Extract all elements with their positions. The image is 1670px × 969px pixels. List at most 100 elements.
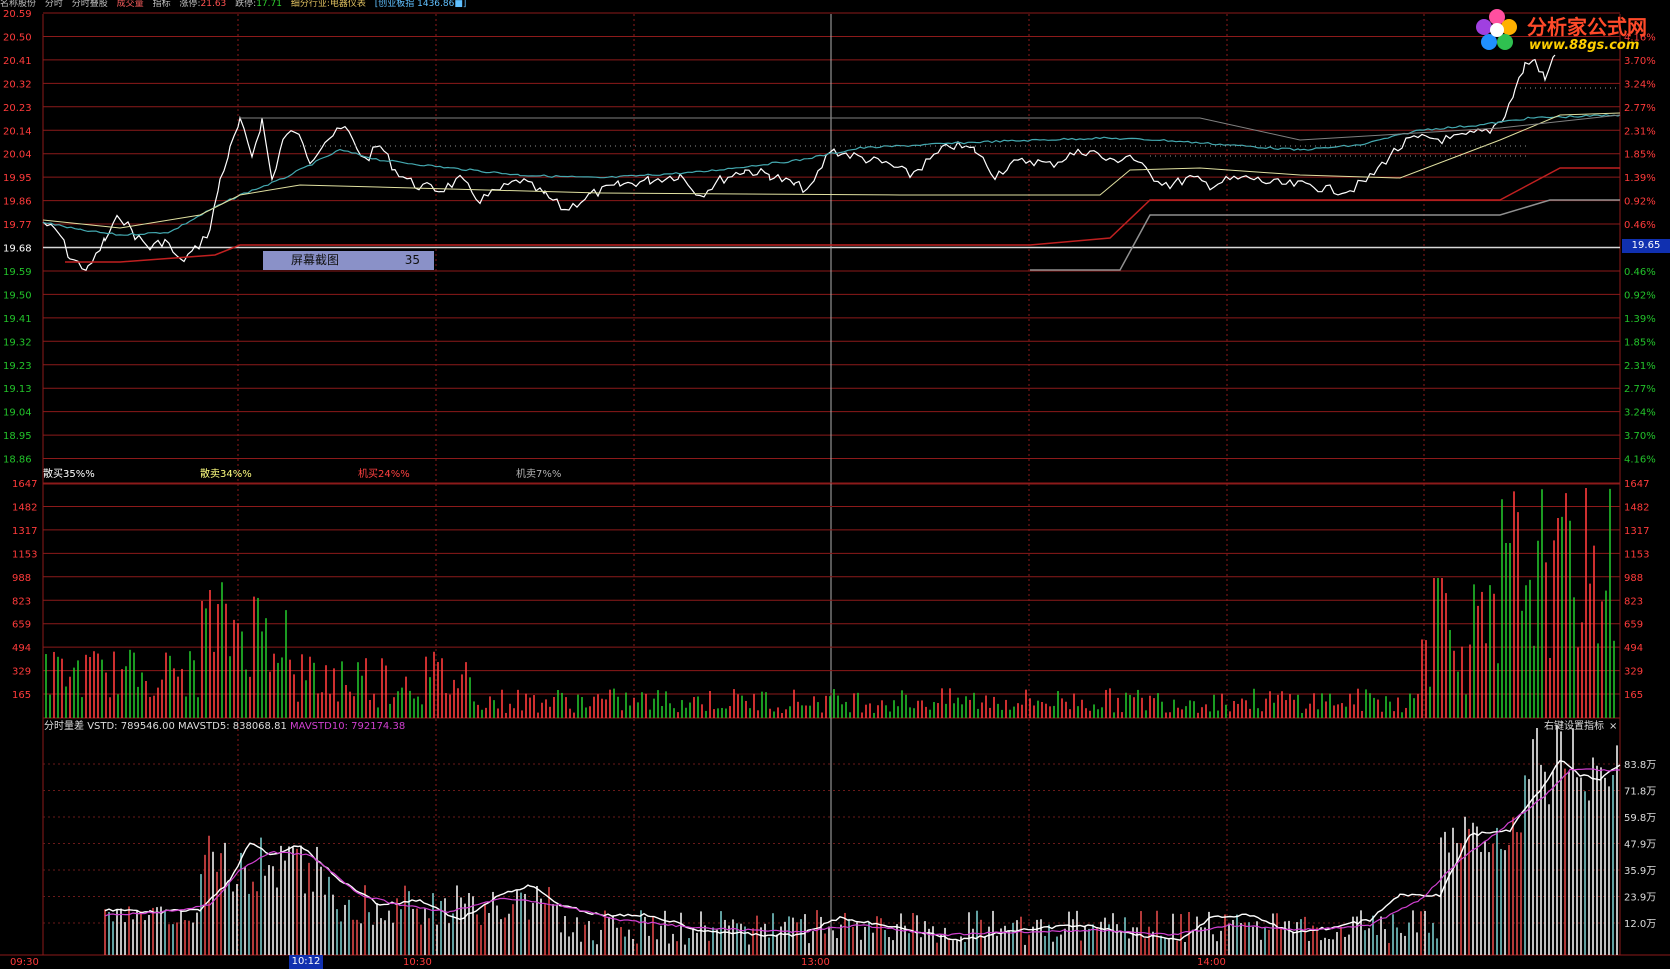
percent-tick-label: 1.85% <box>1624 150 1656 161</box>
volume-tick-left: 823 <box>12 596 31 607</box>
percent-tick-label: 1.39% <box>1624 314 1656 325</box>
price-tick-label: 18.86 <box>3 455 32 466</box>
retail-sell-line <box>42 112 1621 229</box>
limit-down-value: 17.71 <box>256 0 282 9</box>
price-tick-label: 19.13 <box>3 384 32 395</box>
volume-tick-right: 165 <box>1624 690 1643 701</box>
index-label[interactable]: [创业板指 1436.86 <box>374 0 455 9</box>
price-tick-label: 19.23 <box>3 361 32 372</box>
price-tick-label: 19.77 <box>3 220 32 231</box>
percent-tick-label: 3.24% <box>1624 408 1656 419</box>
indicator-tick-label: 47.9万 <box>1624 840 1656 851</box>
indicator-tick-label: 12.0万 <box>1624 919 1656 930</box>
volume-tick-left: 659 <box>12 620 31 631</box>
volume-tick-right: 1153 <box>1624 549 1649 560</box>
average-price-line <box>42 114 1621 236</box>
indicator-mavstd10: MAVSTD10: 792174.38 <box>290 721 406 732</box>
indicator-title: 分时量差 VSTD: 789546.00 MAVSTD5: 838068.81 … <box>44 721 405 733</box>
limit-down-label: 跌停: <box>235 0 257 9</box>
percent-tick-label: 3.70% <box>1624 56 1656 67</box>
stock-name[interactable]: 名称股份 <box>0 0 37 9</box>
institution-sell-line <box>1030 199 1620 271</box>
volume-tick-right: 823 <box>1624 596 1643 607</box>
price-tick-label: 19.95 <box>3 173 32 184</box>
menu-overlay[interactable]: 分时叠股 <box>71 0 108 9</box>
volume-tick-left: 1482 <box>12 502 37 513</box>
price-tick-label: 19.32 <box>3 337 32 348</box>
view-label[interactable]: 分时 <box>44 0 63 9</box>
logo-brand-text: 分析家公式网 <box>1527 15 1647 39</box>
volume-tick-right: 988 <box>1624 573 1643 584</box>
indicator-tick-label: 83.8万 <box>1624 760 1656 771</box>
percent-tick-label: 1.85% <box>1624 337 1656 348</box>
indicator-tick-label: 71.8万 <box>1624 787 1656 798</box>
menu-volume[interactable]: 成交量 <box>116 0 144 9</box>
price-tick-label: 20.32 <box>3 79 32 90</box>
percent-tick-label: 0.46% <box>1624 267 1656 278</box>
price-tick-label: 19.50 <box>3 290 32 301</box>
institution-buy-line <box>65 167 1620 263</box>
limit-up-label: 涨停: <box>179 0 201 9</box>
time-tick-label: 09:30 <box>10 957 39 968</box>
volume-tick-right: 494 <box>1624 643 1643 654</box>
price-tick-label: 19.86 <box>3 197 32 208</box>
volume-tick-left: 1317 <box>12 526 37 537</box>
volume-tick-left: 165 <box>12 690 31 701</box>
tooltip-label: 屏幕截图 <box>291 253 340 267</box>
legend-inst-buy: 机买24%% <box>358 469 410 480</box>
volume-tick-left: 1153 <box>12 549 37 560</box>
price-tick-label: 18.95 <box>3 431 32 442</box>
index-tail: ■] <box>454 0 467 9</box>
indicator-vstd: VSTD: 789546.00 <box>87 721 175 732</box>
volume-tick-right: 329 <box>1624 667 1643 678</box>
volume-tick-left: 329 <box>12 667 31 678</box>
flower-logo-icon <box>1476 9 1517 50</box>
limit-up-value: 21.63 <box>200 0 227 9</box>
logo-url-text: www.88gs.com <box>1529 38 1640 53</box>
volume-tick-right: 1317 <box>1624 526 1649 537</box>
volume-tick-right: 1647 <box>1624 479 1649 490</box>
sector-label: 细分行业:电器仪表 <box>290 0 366 9</box>
indicator-tick-label: 59.8万 <box>1624 813 1656 824</box>
volume-tick-right: 1482 <box>1624 502 1649 513</box>
percent-tick-label: 3.70% <box>1624 431 1656 442</box>
price-line <box>42 54 1556 271</box>
percent-tick-label: 2.77% <box>1624 384 1656 395</box>
indicator-tick-label: 35.9万 <box>1624 866 1656 877</box>
percent-tick-label: 2.31% <box>1624 361 1656 372</box>
volume-tick-left: 1647 <box>12 479 37 490</box>
chart-header: 名称股份 分时 分时叠股 成交量 指标 涨停:21.63 跌停:17.71 细分… <box>0 0 560 9</box>
flow-legend: 散买35%% 散卖34%% 机买24%% 机卖7%% <box>43 469 643 481</box>
price-tick-label: 20.23 <box>3 103 32 114</box>
time-tick-label: 14:00 <box>1197 957 1226 968</box>
reference-line <box>240 114 1621 141</box>
percent-tick-label: 1.39% <box>1624 173 1656 184</box>
time-tick-label: 10:30 <box>403 957 432 968</box>
menu-indicator[interactable]: 指标 <box>152 0 171 9</box>
screenshot-tooltip[interactable]: 屏幕截图 35 <box>263 251 434 270</box>
indicator-settings-link[interactable]: 右键设置指标 <box>1544 721 1604 732</box>
price-tick-label: 20.04 <box>3 150 32 161</box>
legend-retail-buy: 散买35%% <box>43 469 95 480</box>
price-tick-label: 20.59 <box>3 9 32 20</box>
percent-tick-label: 0.92% <box>1624 197 1656 208</box>
price-tick-label: 19.59 <box>3 267 32 278</box>
tooltip-value: 35 <box>404 253 420 267</box>
legend-retail-sell: 散卖34%% <box>200 469 252 480</box>
price-tick-label: 19.04 <box>3 408 32 419</box>
mavstd10-line <box>104 768 1621 937</box>
percent-tick-label: 0.92% <box>1624 290 1656 301</box>
indicator-tick-label: 23.9万 <box>1624 893 1656 904</box>
price-tick-label: 19.68 <box>3 244 32 255</box>
percent-tick-label: 2.77% <box>1624 103 1656 114</box>
indicator-close-icon[interactable]: × <box>1609 721 1618 732</box>
indicator-mavstd5: MAVSTD5: 838068.81 <box>178 721 287 732</box>
volume-tick-right: 659 <box>1624 620 1643 631</box>
mavstd5-line <box>104 760 1621 942</box>
percent-tick-label: 2.31% <box>1624 126 1656 137</box>
site-logo[interactable]: 分析家公式网 www.88gs.com <box>1471 5 1666 57</box>
price-tick-label: 19.41 <box>3 314 32 325</box>
percent-tick-label: 4.16% <box>1624 32 1656 43</box>
indicator-name: 分时量差 <box>44 721 84 732</box>
